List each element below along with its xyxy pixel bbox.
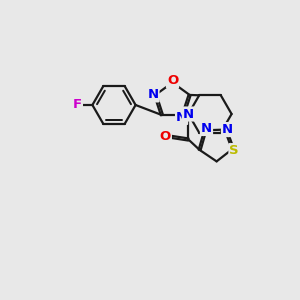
Text: N: N — [147, 88, 158, 101]
Text: N: N — [183, 107, 194, 121]
Text: O: O — [167, 74, 178, 87]
Text: N: N — [201, 122, 212, 135]
Text: O: O — [160, 130, 171, 143]
Text: F: F — [73, 98, 82, 112]
Text: N: N — [176, 111, 187, 124]
Text: N: N — [222, 123, 233, 136]
Text: S: S — [230, 144, 239, 157]
